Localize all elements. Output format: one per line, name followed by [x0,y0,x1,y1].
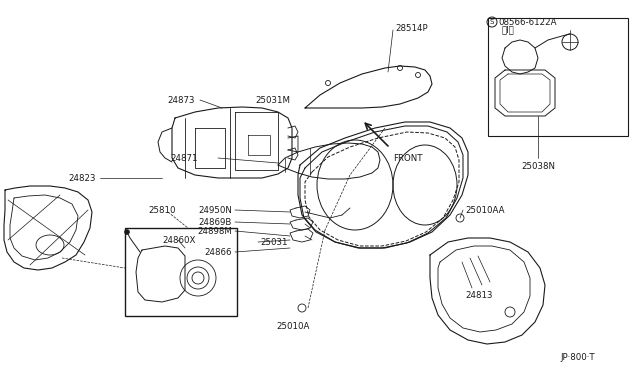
Text: 08566-6122A: 08566-6122A [498,17,557,26]
Text: 24869B: 24869B [198,218,232,227]
Text: S: S [490,19,494,25]
Text: 25010AA: 25010AA [465,205,504,215]
Text: 24873: 24873 [168,96,195,105]
Text: 25010A: 25010A [276,322,310,331]
Text: JP·800·T: JP·800·T [560,353,595,362]
Text: 24813: 24813 [465,291,493,299]
Text: 24871: 24871 [170,154,198,163]
Text: 24823: 24823 [68,173,96,183]
Text: （I）: （I） [502,26,515,35]
Text: FRONT: FRONT [393,154,422,163]
Circle shape [125,230,129,234]
Text: 25031M: 25031M [255,96,290,105]
Text: 25038N: 25038N [521,162,555,171]
Text: 25810: 25810 [148,205,175,215]
Text: 24898M: 24898M [197,227,232,235]
Text: 28514P: 28514P [395,23,428,32]
Bar [125,228,237,316]
Text: 24866: 24866 [205,247,232,257]
Text: 24950N: 24950N [198,205,232,215]
Text: 25031: 25031 [260,237,287,247]
Bar [488,18,628,136]
Text: 24860X: 24860X [162,235,195,244]
